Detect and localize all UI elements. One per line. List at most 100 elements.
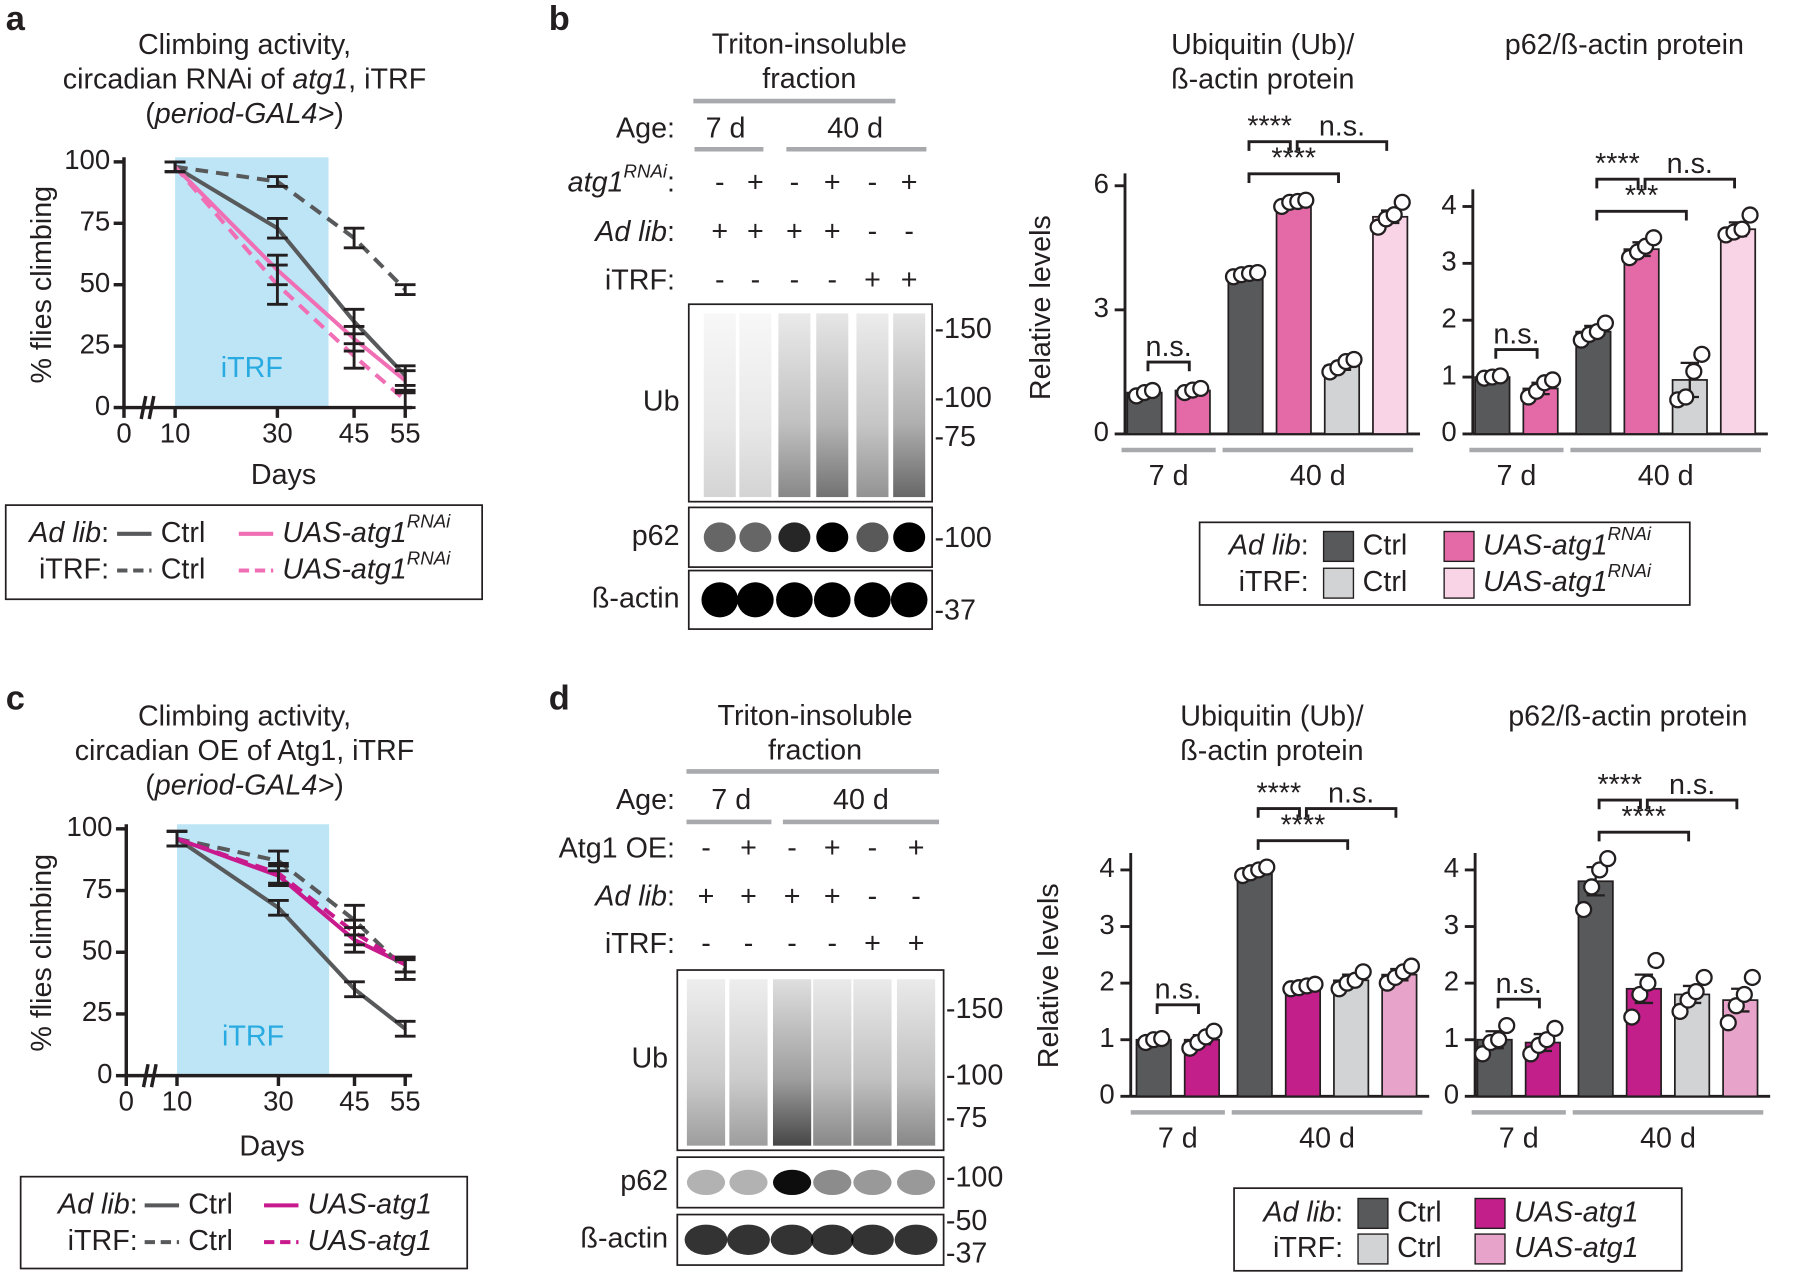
significance-bracket (1597, 830, 1691, 842)
legend-group-label: iTRF: (39, 553, 109, 585)
text-part: Ad lib (56, 1188, 130, 1220)
blot-band (896, 1169, 936, 1196)
text-part: : (667, 880, 675, 912)
significance-label: **** (1597, 769, 1642, 801)
age-value: 7 d (706, 112, 746, 144)
error-bar (394, 1019, 416, 1038)
text-part: RNAi (1608, 560, 1652, 581)
condition-sign: - (868, 832, 878, 864)
blot-smear (856, 313, 889, 498)
significance-bracket (1645, 798, 1739, 810)
x-tick-label: 55 (390, 1085, 421, 1116)
significance-label: **** (1271, 143, 1316, 175)
data-point (1306, 975, 1324, 993)
data-point (1490, 1031, 1508, 1049)
data-point (1693, 345, 1711, 363)
text-part: RNAi (407, 547, 451, 568)
data-point (1631, 985, 1649, 1004)
text-part: : (1335, 1196, 1343, 1228)
x-tick-label: 55 (390, 417, 421, 448)
data-point (1498, 1016, 1516, 1035)
condition-sign: + (901, 264, 918, 296)
blot-band (703, 522, 736, 553)
text-part: circadian RNAi of (63, 63, 293, 95)
chart-title: (period-GAL4>) (145, 97, 344, 129)
legend-swatch (1357, 1197, 1389, 1230)
data-point (1473, 1045, 1492, 1063)
blot-band (851, 1224, 894, 1255)
band-label: Ub (631, 1043, 668, 1075)
data-point (1596, 314, 1615, 332)
blot-band (813, 582, 851, 618)
significance-label: *** (1625, 180, 1659, 212)
legend-label: Ctrl (161, 516, 206, 548)
y-tick-label: 25 (80, 328, 111, 359)
condition-sign: - (715, 166, 725, 198)
blot-smear (686, 979, 726, 1146)
legend-label: Ctrl (188, 1225, 233, 1257)
legend-label: Ctrl (1363, 529, 1408, 561)
blot-band (810, 1224, 854, 1255)
y-tick-label: 4 (1099, 852, 1114, 883)
legend-swatch (1357, 1233, 1389, 1265)
text-part: ( (145, 769, 155, 801)
y-axis-title: % flies climbing (26, 854, 58, 1052)
text-part: atg1 (568, 166, 624, 198)
x-tick-label: 30 (262, 417, 293, 448)
x-tick-label: 40 d (1299, 1123, 1355, 1155)
significance-bracket (1496, 997, 1541, 1009)
text-part: p62/ß-actin protein (1505, 29, 1744, 61)
significance-bracket (1256, 839, 1350, 850)
legend-label: Ctrl (1397, 1196, 1442, 1228)
data-point (1575, 900, 1593, 919)
y-tick-label: 3 (1444, 909, 1459, 940)
text-part: ß-actin protein (1171, 63, 1354, 95)
x-tick-label: 45 (339, 1085, 370, 1116)
chart-title: circadian OE of Atg1, iTRF (75, 735, 415, 767)
size-marker: -75 (934, 421, 975, 453)
x-tick-label: 0 (116, 417, 131, 448)
significance-bracket (1146, 360, 1191, 372)
data-point (1591, 861, 1609, 879)
text-part: ) (334, 97, 344, 129)
blot-title: Triton-insoluble (718, 700, 913, 732)
y-tick-label: 2 (1444, 965, 1459, 996)
blot-band (729, 1169, 768, 1196)
chart-title: Climbing activity, (138, 700, 351, 732)
significance-label: n.s. (1496, 968, 1542, 1000)
text-part: Climbing activity, (138, 29, 351, 61)
blot-smear (772, 979, 812, 1146)
legend-swatch (1474, 1233, 1506, 1265)
error-bar (166, 829, 188, 848)
condition-sign: - (827, 264, 837, 296)
y-tick-label: 4 (1444, 852, 1459, 883)
significance-bracket (1494, 348, 1539, 359)
blot-band (776, 582, 813, 618)
text-part: ß-actin protein (1180, 735, 1363, 767)
significance-label: n.s. (1493, 318, 1539, 350)
blot-smear (813, 979, 852, 1146)
error-bar (394, 955, 416, 974)
significance-label: n.s. (1319, 110, 1365, 142)
significance-bracket (1597, 798, 1642, 810)
y-tick-label: 0 (1094, 416, 1109, 447)
text-part: iTRF: (39, 553, 109, 585)
condition-sign: - (904, 216, 914, 248)
legend-group-label: iTRF: (1273, 1232, 1343, 1264)
x-tick-label: 7 d (1497, 460, 1537, 492)
size-marker: -100 (946, 1059, 1003, 1091)
text-part: Ubiquitin (Ub)/ (1171, 29, 1354, 61)
condition-sign: - (787, 927, 797, 959)
series-line (176, 836, 407, 967)
condition-label: Ad lib: (593, 216, 675, 248)
condition-sign: + (740, 832, 757, 864)
text-part: iTRF: (605, 264, 675, 296)
size-marker: -37 (934, 594, 975, 626)
significance-bracket (1295, 140, 1389, 151)
text-part: Ctrl (1363, 529, 1408, 561)
shade-label: iTRF (222, 1020, 284, 1052)
bar (1625, 987, 1662, 1098)
legend-label: Ctrl (1363, 566, 1408, 598)
y-tick-label: 100 (67, 811, 113, 842)
